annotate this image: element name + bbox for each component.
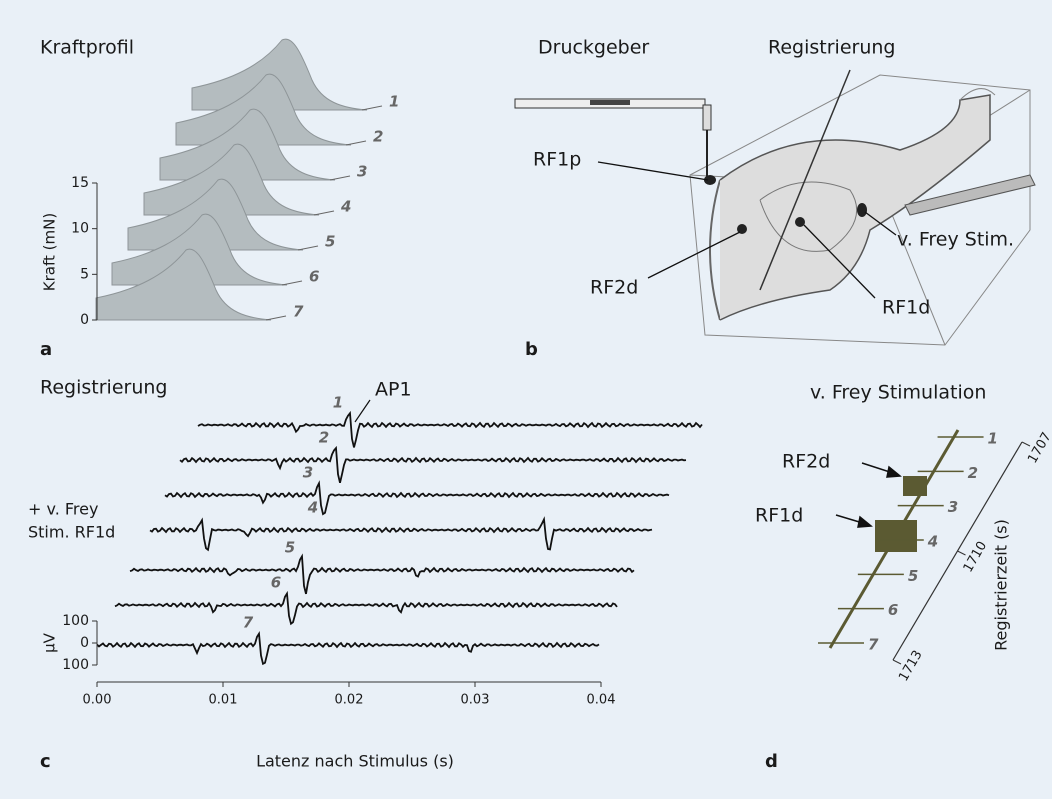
label: v. Frey Stim.	[897, 229, 1014, 251]
trace-label: 4	[307, 499, 318, 517]
trial-label: 2	[968, 464, 978, 482]
trace-label: 5	[285, 539, 295, 557]
curve-label: 1	[389, 93, 399, 111]
trace-label: 2	[319, 429, 329, 447]
marker-label: RF1d	[755, 505, 803, 527]
panel-letter: d	[765, 751, 778, 772]
trial-label: 3	[948, 498, 958, 516]
trace-label: 7	[243, 614, 254, 632]
label: Registrierung	[768, 37, 895, 59]
trial-label: 1	[988, 430, 998, 448]
label: RF1d	[882, 297, 930, 319]
spike-label: AP1	[375, 379, 412, 401]
y-unit: µV	[41, 632, 59, 653]
panel-letter: b	[525, 339, 538, 360]
x-tick-label: 0.04	[587, 693, 616, 708]
panel-letter: a	[40, 339, 52, 360]
panel-letter: c	[40, 751, 51, 772]
label: RF1p	[533, 149, 581, 171]
trace-label: 3	[303, 464, 313, 482]
trial-label: 6	[888, 601, 898, 619]
y-label: Kraft (mN)	[41, 213, 59, 291]
x-tick-label: 0.02	[335, 693, 364, 708]
curve-label: 7	[293, 303, 304, 321]
marker-label: RF2d	[782, 451, 830, 473]
y-tick-label: 10	[71, 221, 89, 237]
stim-note: + v. Frey	[28, 500, 98, 519]
curve-label: 2	[373, 128, 383, 146]
trial-label: 4	[927, 533, 938, 551]
y-tick-label: 100	[62, 657, 89, 673]
label: Druckgeber	[538, 37, 649, 59]
x-label: Latenz nach Stimulus (s)	[256, 752, 454, 771]
label: RF2d	[590, 277, 638, 299]
panel-title: Kraftprofil	[40, 37, 134, 59]
y-tick-label: 0	[80, 635, 89, 651]
axis-label: Registrierzeit (s)	[992, 519, 1011, 651]
curve-label: 5	[325, 233, 335, 251]
stim-note: Stim. RF1d	[28, 523, 115, 542]
trial-label: 5	[908, 567, 918, 585]
y-tick-label: 100	[62, 613, 89, 629]
curve-label: 3	[357, 163, 367, 181]
trace-label: 6	[271, 574, 281, 592]
y-tick-label: 15	[71, 175, 89, 191]
figure: Kraftprofil a Kraft (mN) 1234567051015	[0, 0, 1052, 799]
x-tick-label: 0.01	[209, 693, 238, 708]
curve-label: 6	[309, 268, 319, 286]
y-tick-label: 5	[80, 266, 89, 282]
trial-label: 7	[868, 636, 879, 654]
panel-title: v. Frey Stimulation	[810, 382, 986, 404]
y-tick-label: 0	[80, 312, 89, 328]
x-tick-label: 0.03	[461, 693, 490, 708]
trace-label: 1	[333, 394, 343, 412]
x-tick-label: 0.00	[83, 693, 112, 708]
curve-label: 4	[340, 198, 351, 216]
panel-title: Registrierung	[40, 377, 167, 399]
